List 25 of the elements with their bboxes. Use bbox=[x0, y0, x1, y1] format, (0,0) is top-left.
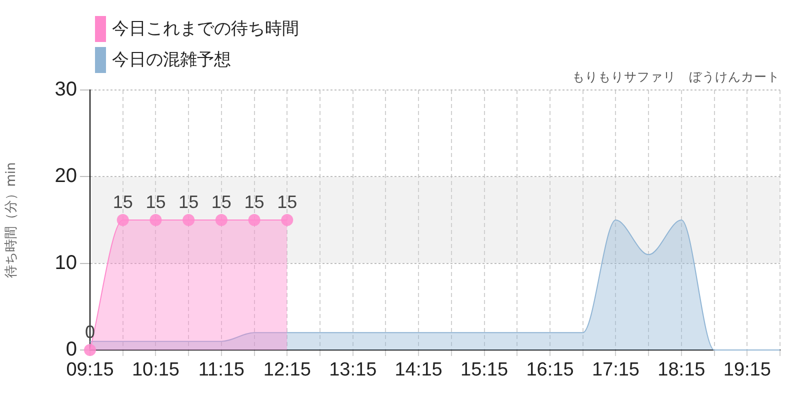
x-tick-label: 16:15 bbox=[526, 360, 574, 381]
x-tick-label: 17:15 bbox=[592, 360, 640, 381]
y-axis-title: 待ち時間（分）min bbox=[4, 162, 20, 278]
data-label: 15 bbox=[244, 192, 264, 212]
y-tick-label: 20 bbox=[54, 165, 77, 188]
y-tick-label: 30 bbox=[54, 78, 77, 101]
x-tick-label: 09:15 bbox=[66, 360, 114, 381]
data-label: 15 bbox=[211, 192, 232, 212]
x-tick-label: 11:15 bbox=[198, 360, 244, 381]
chart-title: もりもりサファリ ぼうけんカート bbox=[572, 68, 780, 84]
data-label: 15 bbox=[112, 192, 133, 212]
x-tick-label: 12:15 bbox=[263, 360, 311, 381]
y-tick-label: 0 bbox=[66, 338, 77, 361]
x-tick-label: 13:15 bbox=[329, 360, 377, 381]
data-label: 15 bbox=[277, 192, 298, 212]
legend-label: 今日これまでの待ち時間 bbox=[112, 18, 299, 40]
data-label: 15 bbox=[146, 192, 166, 212]
data-label: 15 bbox=[178, 192, 199, 212]
x-tick-label: 19:15 bbox=[723, 360, 771, 381]
x-tick-label: 14:15 bbox=[394, 360, 442, 381]
x-tick-label: 10:15 bbox=[132, 360, 180, 381]
x-tick-label: 15:15 bbox=[460, 360, 508, 381]
x-tick-label: 18:15 bbox=[658, 360, 706, 381]
y-tick-label: 10 bbox=[54, 252, 77, 274]
legend-label: 今日の混雑予想 bbox=[112, 49, 231, 71]
